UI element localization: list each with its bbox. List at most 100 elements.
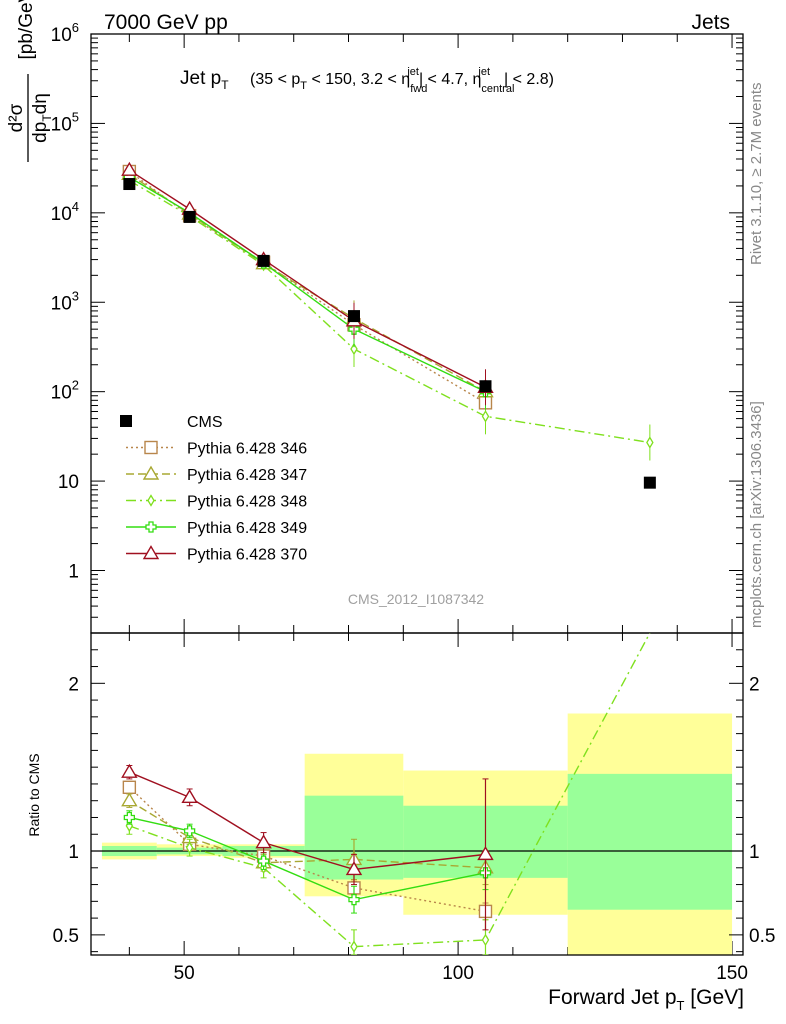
y-tick-label: 1 [68, 562, 79, 583]
marker-square [122, 780, 137, 794]
upper-frame [90, 33, 744, 634]
y-axis-label-upper: d²σ dpTdη [pb/GeV] [6, 0, 54, 162]
marker-diamond [350, 940, 358, 953]
y-tick-label: 105 [51, 109, 79, 135]
marker-triangle [142, 545, 160, 560]
legend-marker-data [120, 415, 132, 427]
legend-label-data: CMS [187, 414, 223, 431]
marker-triangle [477, 845, 494, 861]
title-cond-2: < 150, 3.2 < η [307, 71, 410, 88]
ratio-tick-label: 0.5 [53, 926, 79, 947]
lower-frame [90, 632, 744, 956]
marker-diamond [147, 494, 155, 507]
ratio-line [128, 786, 486, 913]
y-tick-label: 102 [51, 378, 79, 404]
ratio-tick-label: 2 [68, 674, 79, 695]
series-ratio-4 [123, 810, 492, 914]
ylabel-den-1: T [40, 114, 54, 122]
marker-cross-shape [145, 521, 157, 533]
ratio-line [129, 633, 651, 948]
marker-triangle [121, 792, 138, 807]
marker-diamond [185, 841, 194, 854]
ylabel-den-0: dp [30, 122, 51, 143]
title-cond-8: | < 2.8) [504, 71, 554, 88]
rivet-label: Rivet 3.1.10, ≥ 2.7M events [748, 83, 765, 266]
marker-cross-shape [348, 894, 360, 906]
data-point [479, 380, 492, 393]
legend: CMS Pythia 6.428 346 Pythia 6.428 347 Pythi… [120, 414, 307, 564]
marker-cross-shape [123, 811, 136, 824]
header-left: 7000 GeV pp [104, 11, 228, 34]
chart-title: Jet pT [180, 68, 229, 92]
title-cond-3: fwd [410, 83, 427, 95]
legend-label: Pythia 6.428 349 [187, 520, 307, 537]
y-axis-label-lower: Ratio to CMS [26, 753, 42, 836]
mcplots-label: mcplots.cern.ch [arXiv:1306.3436] [748, 401, 765, 628]
xlabel-sub: T [677, 998, 685, 1013]
series-ratio-5 [121, 763, 494, 931]
marker-cross [348, 894, 360, 906]
marker-triangle [121, 161, 138, 176]
data-point [183, 210, 196, 223]
y-tick-label: 106 [51, 20, 79, 46]
title-cond-5: | < 4.7, η [419, 71, 481, 88]
marker-triangle [121, 763, 138, 778]
marker-cross-shape [257, 855, 270, 867]
header-right: Jets [691, 11, 730, 34]
ratio-tick-label-right: 1 [749, 842, 760, 863]
legend-label: Pythia 6.428 348 [187, 494, 307, 511]
series-line [128, 179, 650, 444]
series-line [128, 170, 486, 404]
legend-label: Pythia 6.428 370 [187, 547, 307, 564]
chart-title-conditions: (35 < pT < 150, 3.2 < ηfwd jet| < 4.7, ηc… [250, 66, 554, 95]
y-tick-label: 104 [51, 199, 79, 225]
title-cond-6: central [481, 83, 514, 95]
data-point [257, 254, 270, 267]
ratio-tick-label-right: 2 [749, 674, 760, 695]
marker-diamond [350, 342, 358, 356]
x-tick-label: 100 [442, 963, 474, 984]
ylabel-den: dpTdη [30, 93, 54, 143]
marker-cross [257, 855, 270, 867]
upper-plot: 1 10 102 103 104 105 106 [51, 20, 744, 955]
title-cond-4: jet [406, 66, 419, 78]
xlabel-main: Forward Jet p [548, 986, 676, 1009]
marker-diamond [481, 933, 490, 947]
marker-triangle [142, 465, 160, 480]
xlabel-unit: [GeV] [684, 986, 744, 1009]
data-point [347, 310, 360, 323]
band-inner [567, 773, 733, 910]
legend-label: Pythia 6.428 347 [187, 467, 307, 484]
ratio-tick-label-right: 0.5 [749, 926, 775, 947]
marker-cross-shape [183, 825, 196, 837]
legend-label: Pythia 6.428 346 [187, 441, 307, 458]
ratio-tick-label: 1 [68, 842, 79, 863]
series-line [128, 169, 486, 388]
title-main-sub: T [221, 78, 229, 92]
ylabel-unit: [pb/GeV] [16, 0, 37, 60]
title-main: Jet p [180, 68, 221, 89]
y-tick-label: 10 [58, 472, 79, 493]
x-tick-label: 50 [174, 963, 195, 984]
title-cond-1: T [300, 80, 307, 92]
title-cond-0: (35 < p [250, 71, 300, 88]
data-point [643, 476, 656, 489]
title-cond-7: jet [477, 66, 490, 78]
x-tick-label: 150 [716, 963, 748, 984]
marker-triangle [255, 834, 272, 849]
y-tick-label: 103 [51, 288, 79, 314]
watermark: CMS_2012_I1087342 [348, 591, 484, 607]
marker-cross [183, 825, 196, 837]
series-line [128, 173, 486, 393]
ylabel-num: d²σ [6, 103, 27, 132]
marker-triangle [345, 861, 363, 876]
marker-diamond [481, 410, 490, 423]
marker-diamond [646, 436, 654, 449]
ylabel-den-2: dη [30, 93, 51, 114]
marker-square [144, 440, 158, 455]
data-point [123, 178, 136, 191]
marker-cross [145, 521, 157, 533]
data-points [123, 178, 656, 489]
